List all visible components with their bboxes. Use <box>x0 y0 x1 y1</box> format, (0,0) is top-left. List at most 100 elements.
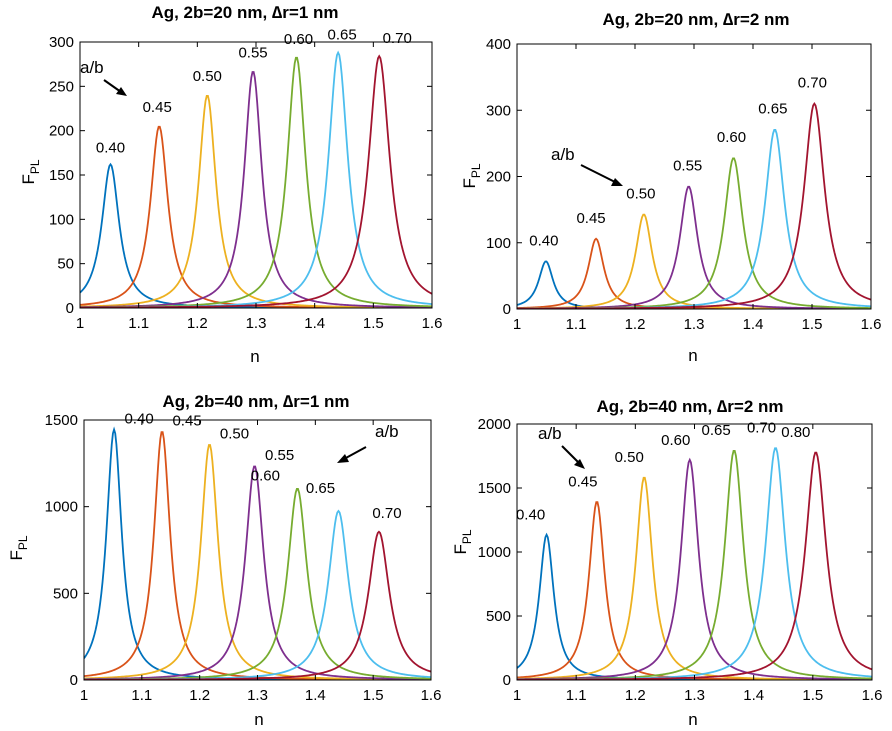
x-tick-label: 1.4 <box>304 315 325 332</box>
peak-label: 0.60 <box>284 31 313 48</box>
x-tick-label: 1.2 <box>189 687 210 704</box>
peak-label: 0.70 <box>798 75 827 92</box>
x-axis-label: n <box>688 346 697 365</box>
x-tick-label: 1 <box>513 687 521 704</box>
ratio-label: a/b <box>375 422 399 441</box>
y-tick-label: 200 <box>486 169 511 186</box>
peak-label: 0.40 <box>124 411 153 428</box>
ratio-arrow <box>561 445 585 469</box>
x-tick-label: 1.5 <box>802 687 823 704</box>
peak-label: 0.65 <box>758 100 787 117</box>
peak-label: 0.55 <box>265 447 294 464</box>
y-tick-label: 100 <box>49 211 74 228</box>
peak-label: 0.65 <box>328 27 357 44</box>
y-axis-label: FPL <box>451 529 474 554</box>
peak-label: 0.65 <box>702 422 731 439</box>
ratio-label: a/b <box>538 424 562 443</box>
x-axis-label: n <box>688 710 697 729</box>
peak-label: 0.60 <box>251 467 280 484</box>
peak-label: 0.50 <box>220 425 249 442</box>
chart-title: Ag, 2b=40 nm, ∆r=2 nm <box>596 397 783 416</box>
ratio-arrow <box>580 164 623 186</box>
x-tick-label: 1.3 <box>684 316 705 333</box>
peak-label: 0.45 <box>172 412 201 429</box>
y-tick-label: 2000 <box>478 416 511 433</box>
y-tick-label: 200 <box>49 123 74 140</box>
y-axis-label: FPL <box>19 159 42 184</box>
y-tick-label: 0 <box>503 301 511 318</box>
x-axis-label: n <box>250 347 259 366</box>
y-tick-label: 0 <box>70 672 78 689</box>
chart-title: Ag, 2b=40 nm, ∆r=1 nm <box>162 392 349 411</box>
y-tick-label: 0 <box>66 300 74 317</box>
y-tick-label: 250 <box>49 78 74 95</box>
y-tick-label: 50 <box>57 256 74 273</box>
x-tick-label: 1.5 <box>363 315 384 332</box>
x-tick-label: 1 <box>76 315 84 332</box>
chart-title: Ag, 2b=20 nm, ∆r=2 nm <box>602 10 789 29</box>
x-tick-label: 1.3 <box>246 315 267 332</box>
plot-area <box>84 420 431 680</box>
chart-panel-top-left: Ag, 2b=20 nm, ∆r=1 nm FPL n 1 1.1 1.2 1.3 1.… <box>19 3 442 366</box>
peak-label: 0.45 <box>568 473 597 490</box>
x-tick-label: 1 <box>513 316 521 333</box>
y-tick-label: 1000 <box>45 499 78 516</box>
peak-label: 0.65 <box>306 480 335 497</box>
peak-label: 0.70 <box>372 505 401 522</box>
y-tick-label: 1500 <box>478 480 511 497</box>
x-tick-label: 1.2 <box>625 687 646 704</box>
y-tick-label: 1000 <box>478 544 511 561</box>
x-tick-label: 1.4 <box>305 687 326 704</box>
x-tick-label: 1.3 <box>684 687 705 704</box>
y-tick-label: 1500 <box>45 412 78 429</box>
peak-label: 0.55 <box>238 44 267 61</box>
x-tick-label: 1 <box>80 687 88 704</box>
peak-label: 0.40 <box>529 232 558 249</box>
x-tick-label: 1.1 <box>131 687 152 704</box>
peak-label: 0.50 <box>615 449 644 466</box>
x-tick-label: 1.6 <box>421 687 442 704</box>
ratio-label: a/b <box>80 58 104 77</box>
chart-title: Ag, 2b=20 nm, ∆r=1 nm <box>151 3 338 22</box>
y-tick-label: 0 <box>503 672 511 689</box>
x-tick-label: 1.3 <box>247 687 268 704</box>
ratio-arrow <box>337 446 367 463</box>
peak-label: 0.50 <box>626 185 655 202</box>
peak-label: 0.70 <box>747 420 776 437</box>
chart-panel-bottom-left: Ag, 2b=40 nm, ∆r=1 nm FPL n 1 1.1 1.2 1.3 1.… <box>7 392 441 729</box>
peak-label: 0.60 <box>717 129 746 146</box>
y-tick-label: 500 <box>53 585 78 602</box>
chart-panel-bottom-right: Ag, 2b=40 nm, ∆r=2 nm FPL n 1 1.1 1.2 1.3 1.… <box>451 397 882 729</box>
x-tick-label: 1.1 <box>566 316 587 333</box>
x-tick-label: 1.6 <box>422 315 443 332</box>
y-tick-label: 300 <box>49 34 74 51</box>
chart-panel-top-right: Ag, 2b=20 nm, ∆r=2 nm FPL n 1 1.1 1.2 1.3 1.… <box>460 10 881 365</box>
ratio-arrow <box>103 79 127 96</box>
peak-label: 0.40 <box>516 507 545 524</box>
x-tick-label: 1.5 <box>802 316 823 333</box>
y-tick-label: 300 <box>486 102 511 119</box>
x-tick-label: 1.6 <box>862 687 883 704</box>
y-axis-label: FPL <box>460 163 483 188</box>
x-tick-label: 1.4 <box>743 316 764 333</box>
peak-label: 0.40 <box>96 139 125 156</box>
y-tick-label: 500 <box>486 608 511 625</box>
x-tick-label: 1.1 <box>128 315 149 332</box>
peak-label: 0.55 <box>673 157 702 174</box>
x-tick-label: 1.2 <box>625 316 646 333</box>
x-tick-label: 1.6 <box>861 316 882 333</box>
y-tick-label: 150 <box>49 167 74 184</box>
peak-label: 0.45 <box>576 210 605 227</box>
x-tick-label: 1.1 <box>566 687 587 704</box>
plot-area <box>517 44 871 309</box>
peak-label: 0.60 <box>661 432 690 449</box>
peak-label: 0.45 <box>143 99 172 116</box>
y-tick-label: 100 <box>486 235 511 252</box>
ratio-label: a/b <box>551 145 575 164</box>
x-axis-label: n <box>254 710 263 729</box>
x-tick-label: 1.5 <box>363 687 384 704</box>
x-tick-label: 1.4 <box>743 687 764 704</box>
y-axis-label: FPL <box>7 535 30 560</box>
peak-label: 0.50 <box>193 68 222 85</box>
